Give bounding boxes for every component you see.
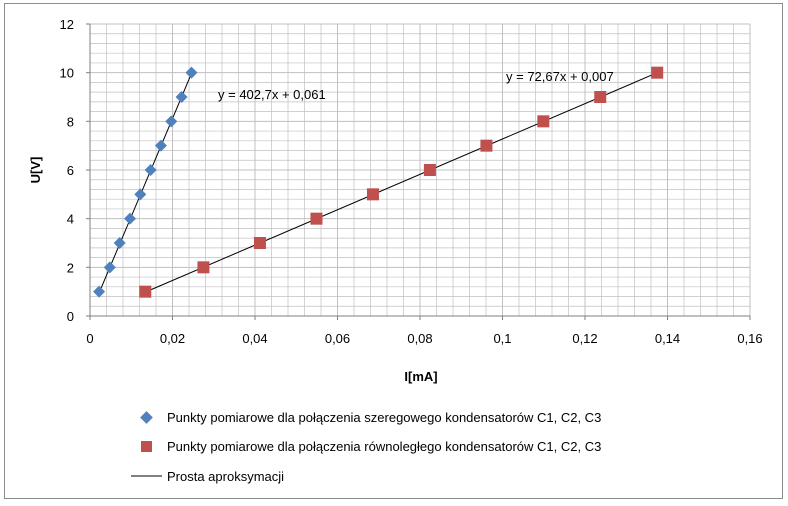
data-point-series-2 — [253, 237, 266, 249]
x-tick-label: 0,12 — [572, 331, 597, 346]
y-tick-label: 6 — [67, 163, 74, 178]
data-point-series-2 — [366, 188, 379, 201]
data-point-series-1 — [175, 91, 188, 103]
data-point-series-2 — [480, 139, 493, 152]
legend-label-series-1: Punkty pomiarowe dla połączenia szeregow… — [167, 410, 601, 425]
annotation-series-2: y = 72,67x + 0,007 — [506, 69, 614, 84]
y-tick-label: 8 — [67, 114, 74, 129]
axes — [86, 23, 751, 320]
y-tick-label: 0 — [67, 309, 74, 324]
data-point-series-2 — [423, 164, 436, 176]
trendlines — [98, 72, 658, 294]
x-tick-label: 0,14 — [655, 331, 680, 346]
y-tick-label: 2 — [67, 260, 74, 275]
data-point-series-2 — [651, 66, 664, 79]
data-point-series-1 — [134, 188, 147, 201]
annotation-series-1: y = 402,7x + 0,061 — [218, 87, 326, 102]
data-points — [93, 66, 664, 298]
y-axis-label: U[V] — [28, 157, 43, 184]
grid — [90, 23, 751, 316]
legend-label-series-2: Punkty pomiarowe dla połączenia równoleg… — [167, 439, 601, 454]
data-point-series-1 — [93, 285, 106, 298]
chart-frame — [4, 3, 783, 499]
x-tick-label: 0,08 — [407, 331, 432, 346]
data-point-series-2 — [197, 261, 210, 274]
y-tick-label: 10 — [60, 66, 74, 81]
x-tick-label: 0,06 — [325, 331, 350, 346]
x-tick-label: 0 — [86, 331, 93, 346]
x-tick-label: 0,16 — [737, 331, 762, 346]
y-tick-label: 4 — [67, 212, 74, 227]
x-tick-label: 0,02 — [160, 331, 185, 346]
legend-marker-series-1 — [140, 411, 153, 424]
data-point-series-1 — [144, 164, 157, 176]
data-point-series-2 — [594, 91, 607, 103]
data-point-series-2 — [310, 212, 323, 225]
trendline-series-1 — [98, 73, 192, 294]
x-axis-label: I[mA] — [404, 369, 437, 384]
x-tick-label: 0,04 — [242, 331, 267, 346]
data-point-series-2 — [139, 285, 152, 298]
data-point-series-1 — [165, 115, 178, 128]
data-point-series-2 — [537, 115, 550, 128]
data-point-series-1 — [154, 139, 167, 152]
data-point-series-1 — [185, 66, 198, 79]
legend: Punkty pomiarowe dla połączenia szeregow… — [131, 410, 601, 484]
legend-label-trendline: Prosta aproksymacji — [167, 469, 284, 484]
data-point-series-1 — [113, 237, 126, 249]
data-point-series-1 — [103, 261, 116, 274]
y-tick-label: 12 — [60, 17, 74, 32]
trendline-series-2 — [145, 72, 658, 293]
data-point-series-1 — [124, 212, 137, 225]
legend-marker-series-2 — [141, 441, 152, 452]
x-tick-label: 0,1 — [493, 331, 511, 346]
tick-labels: 0 0,02 0,04 0,06 0,08 0,1 0,12 0,14 0,16 0 2 4 6 8 10 1… — [60, 17, 763, 346]
